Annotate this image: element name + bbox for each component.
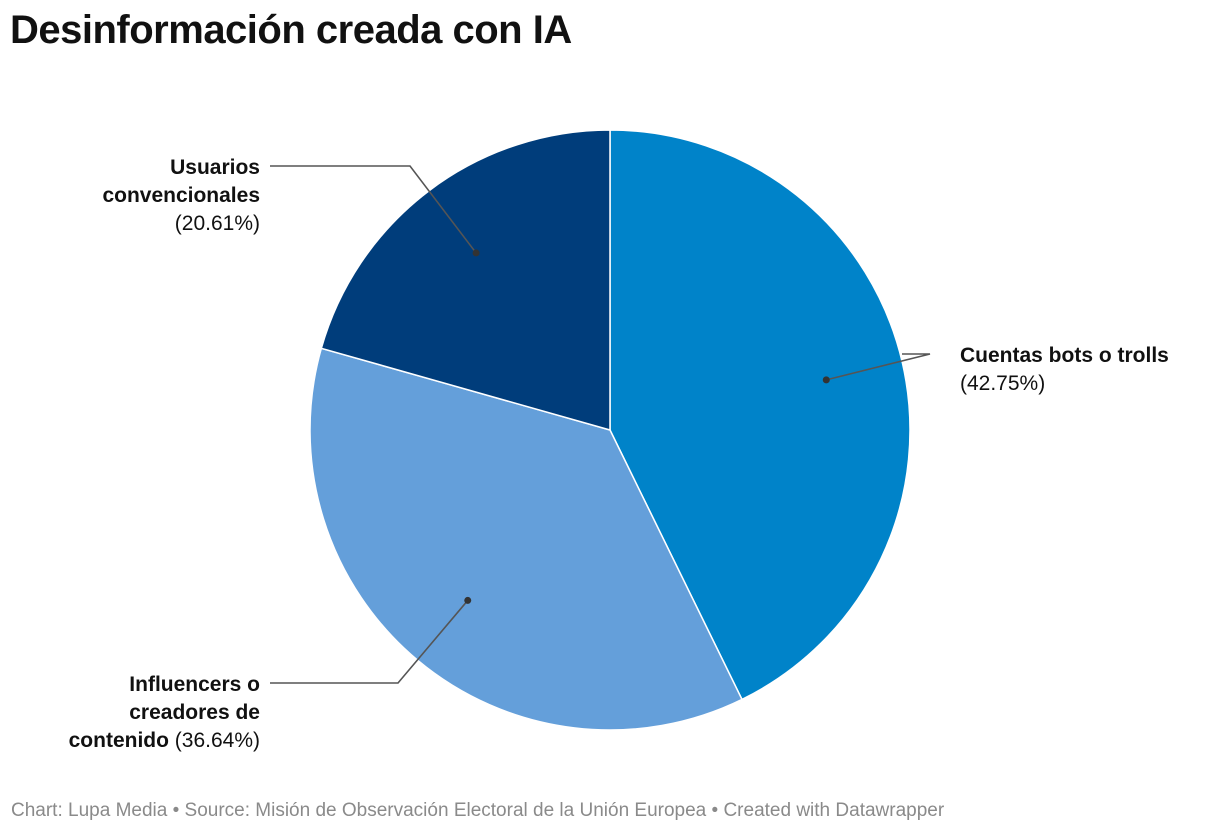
slice-label-value: (36.64%) [169, 729, 260, 752]
pie-slices [309, 129, 911, 731]
slice-label-3: Usuarios convencionales (20.61%) [102, 156, 260, 235]
slice-label-2: Influencers o creadores de contenido (36.6… [69, 673, 260, 752]
chart-footer: Chart: Lupa Media • Source: Misión de Ob… [11, 800, 945, 821]
leader-dot-1 [822, 376, 830, 384]
chart-title: Desinformación creada con IA [10, 8, 572, 52]
pie-chart: Cuentas bots o trolls (42.75%) Influencers… [69, 129, 1169, 752]
leader-dot-3 [472, 249, 480, 257]
pie-labels: Cuentas bots o trolls (42.75%) Influencers… [69, 156, 1169, 752]
pie-leaders [270, 165, 931, 684]
slice-label-name: Influencers o [129, 673, 260, 696]
leader-line-3 [270, 165, 477, 254]
leader-line-2 [270, 599, 469, 684]
slice-label-name: creadores de [129, 701, 260, 724]
slice-label-name: convencionales [102, 184, 260, 207]
slice-label-value: (42.75%) [960, 372, 1045, 395]
slice-label-name: Cuentas bots o trolls [960, 344, 1169, 367]
slice-label-1: Cuentas bots o trolls (42.75%) [960, 344, 1169, 395]
pie-slice-1 [609, 129, 911, 701]
leader-line-1 [826, 353, 931, 381]
slice-label-name: contenido [69, 729, 169, 752]
slice-label-value: (20.61%) [175, 212, 260, 235]
slice-label-name: Usuarios [170, 156, 260, 179]
leader-dot-2 [464, 596, 472, 604]
